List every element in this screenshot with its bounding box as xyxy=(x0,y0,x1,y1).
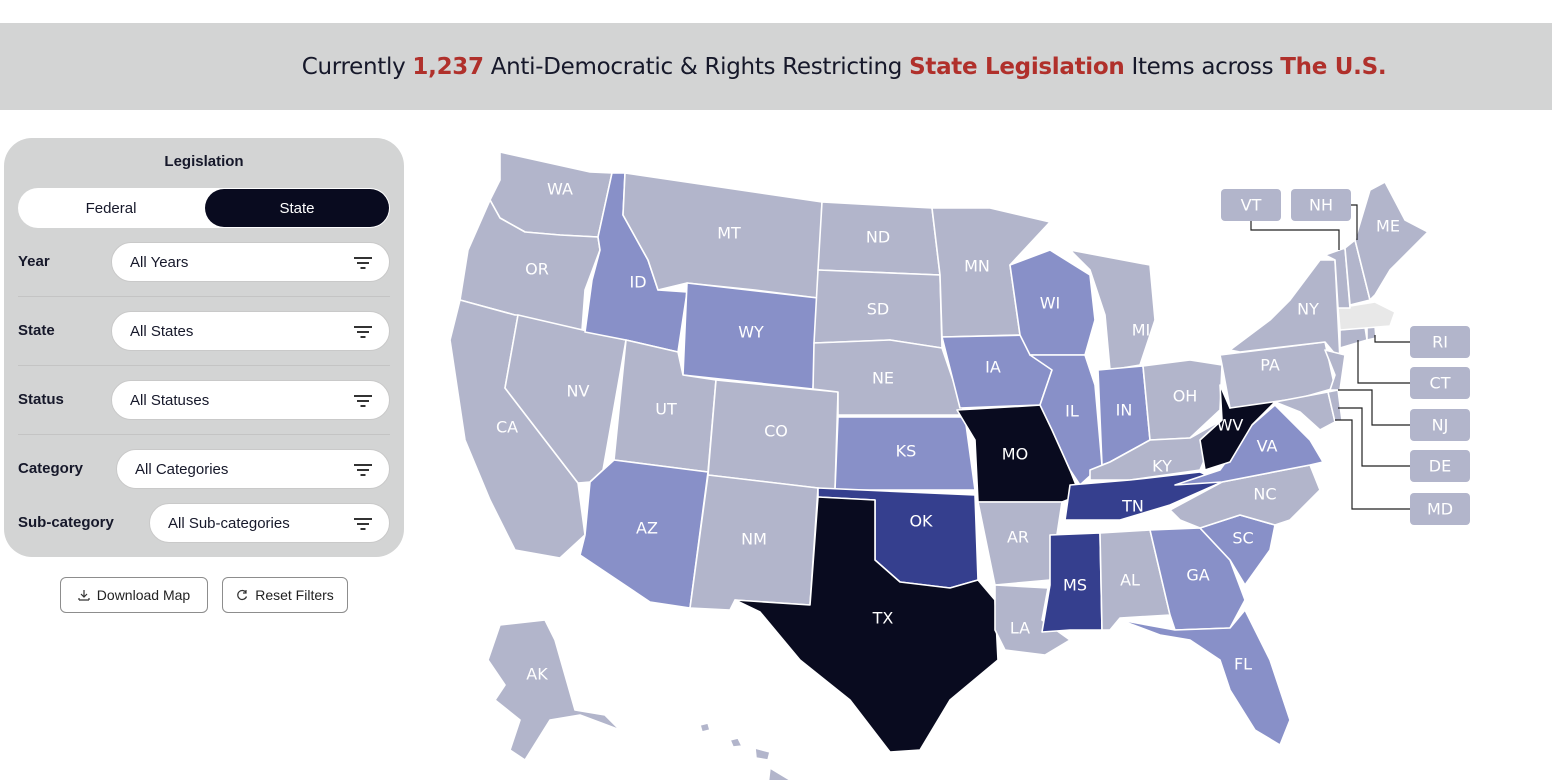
refresh-icon xyxy=(237,589,248,601)
panel-title: Legislation xyxy=(164,153,244,170)
state-VT[interactable] xyxy=(1324,247,1351,309)
legislation-count: 1,237 xyxy=(412,53,484,80)
divider xyxy=(18,365,390,366)
state-HI[interactable] xyxy=(699,722,791,780)
state-LA[interactable] xyxy=(994,584,1071,656)
subcategory-select[interactable]: All Sub-categories xyxy=(149,503,390,543)
state-AZ[interactable] xyxy=(579,459,709,609)
filter-row-year: Year All Years xyxy=(18,242,390,282)
state-MA[interactable] xyxy=(1337,301,1396,331)
state-select[interactable]: All States xyxy=(111,311,390,351)
state-KS[interactable] xyxy=(834,416,976,491)
filter-icon xyxy=(353,256,373,270)
state-ME[interactable] xyxy=(1354,181,1429,301)
callout-CT[interactable]: CT xyxy=(1410,367,1470,399)
state-SD[interactable] xyxy=(813,269,943,349)
headline-middle: Anti-Democratic & Rights Restricting xyxy=(490,53,903,80)
us-choropleth-map: WA OR CA NV ID MT WY UT CO AZ NM ND SD N… xyxy=(430,140,1490,780)
state-MS[interactable] xyxy=(1041,532,1103,633)
state-TX[interactable] xyxy=(734,496,999,753)
filter-label-category: Category xyxy=(18,460,84,477)
state-MD[interactable] xyxy=(1274,391,1336,431)
reset-filters-label: Reset Filters xyxy=(255,587,334,603)
state-CO[interactable] xyxy=(707,379,839,491)
reset-filters-button[interactable]: Reset Filters xyxy=(222,577,348,613)
state-WY[interactable] xyxy=(682,282,819,390)
leader-MD xyxy=(1335,419,1410,510)
headline-region: The U.S. xyxy=(1280,53,1387,80)
state-ND[interactable] xyxy=(817,201,941,276)
leader-NH xyxy=(1351,204,1358,240)
leader-DE xyxy=(1338,407,1410,467)
callout-DE[interactable]: DE xyxy=(1410,450,1470,482)
subcategory-select-value: All Sub-categories xyxy=(168,514,290,532)
leader-CT xyxy=(1357,340,1410,384)
status-select[interactable]: All Statuses xyxy=(111,380,390,420)
filter-icon xyxy=(353,463,373,477)
leader-RI xyxy=(1374,335,1410,343)
state-NJ[interactable] xyxy=(1324,349,1346,391)
callout-VT[interactable]: VT xyxy=(1221,189,1281,221)
filter-row-state: State All States xyxy=(18,311,390,351)
year-select-value: All Years xyxy=(130,253,189,271)
filter-row-status: Status All Statuses xyxy=(18,380,390,420)
state-AK[interactable] xyxy=(487,619,621,761)
status-select-value: All Statuses xyxy=(130,391,210,409)
filter-label-year: Year xyxy=(18,253,50,270)
leader-VT xyxy=(1250,220,1340,250)
callout-NJ[interactable]: NJ xyxy=(1410,409,1470,441)
state-select-value: All States xyxy=(130,322,194,340)
leader-NJ xyxy=(1338,389,1410,426)
filter-icon xyxy=(353,325,373,339)
category-select[interactable]: All Categories xyxy=(116,449,390,489)
year-select[interactable]: All Years xyxy=(111,242,390,282)
callout-RI[interactable]: RI xyxy=(1410,326,1470,358)
category-select-value: All Categories xyxy=(135,460,229,478)
headline-suffix: Items across xyxy=(1131,53,1274,80)
download-map-button[interactable]: Download Map xyxy=(60,577,208,613)
download-icon xyxy=(78,590,90,601)
state-FL[interactable] xyxy=(1119,609,1291,746)
headline-text: Currently 1,237 Anti-Democratic & Rights… xyxy=(166,54,1387,80)
filter-label-state: State xyxy=(18,322,55,339)
divider xyxy=(18,434,390,435)
state-NM[interactable] xyxy=(689,474,819,611)
headline-prefix: Currently xyxy=(301,53,406,80)
headline-scope: State Legislation xyxy=(909,53,1125,80)
filter-icon xyxy=(353,394,373,408)
filter-panel: Legislation Federal State Year All Years… xyxy=(4,138,404,557)
filter-icon xyxy=(353,517,373,531)
legislation-type-toggle: Federal State xyxy=(18,188,390,228)
filter-label-status: Status xyxy=(18,391,64,408)
state-WI[interactable] xyxy=(1009,249,1096,356)
callout-MD[interactable]: MD xyxy=(1410,493,1470,525)
divider xyxy=(18,296,390,297)
callout-NH[interactable]: NH xyxy=(1291,189,1351,221)
headline-banner: Currently 1,237 Anti-Democratic & Rights… xyxy=(0,23,1552,110)
state-OR[interactable] xyxy=(459,199,601,331)
filter-row-category: Category All Categories xyxy=(18,449,390,489)
filter-label-subcategory: Sub-category xyxy=(18,514,114,531)
download-map-label: Download Map xyxy=(96,587,191,603)
state-IL[interactable] xyxy=(1029,354,1103,486)
state-NE[interactable] xyxy=(812,339,966,416)
filter-row-subcategory: Sub-category All Sub-categories xyxy=(18,503,390,543)
toggle-state[interactable]: State xyxy=(205,189,389,227)
toggle-federal[interactable]: Federal xyxy=(85,199,137,217)
